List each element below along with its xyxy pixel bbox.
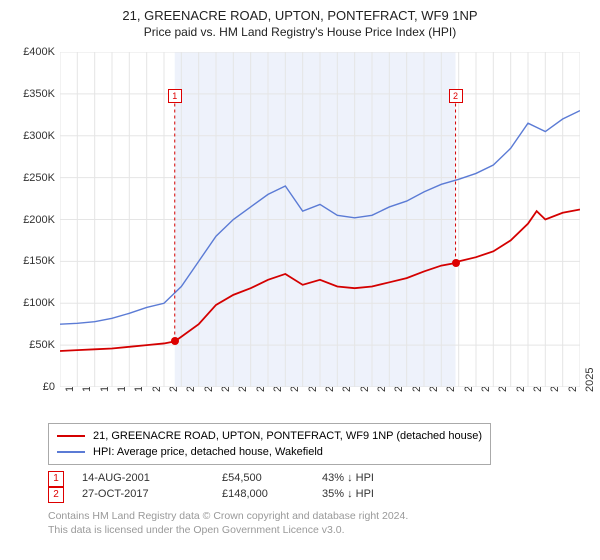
marker-table: 1 14-AUG-2001£54,50043% ↓ HPI 2 27-OCT-2017… <box>48 471 590 503</box>
footer-line-2: This data is licensed under the Open Gov… <box>48 523 590 537</box>
legend-swatch <box>57 451 85 453</box>
marker-pct: 35% ↓ HPI <box>322 488 422 500</box>
y-tick-label: £400K <box>23 46 55 58</box>
y-tick-label: £0 <box>43 381 55 393</box>
marker-pct: 43% ↓ HPI <box>322 472 422 484</box>
y-tick-label: £150K <box>23 255 55 267</box>
y-tick-label: £250K <box>23 172 55 184</box>
legend-row: 21, GREENACRE ROAD, UPTON, PONTEFRACT, W… <box>57 428 482 444</box>
y-tick-label: £200K <box>23 214 55 226</box>
marker-price: £148,000 <box>222 488 322 500</box>
marker-label: 1 <box>168 89 182 103</box>
footer: Contains HM Land Registry data © Crown c… <box>48 509 590 537</box>
plot-area: 12 <box>60 52 580 387</box>
marker-table-row: 1 14-AUG-2001£54,50043% ↓ HPI <box>48 471 590 487</box>
chart: £0 £50K £100K £150K £200K £250K £300K £350K £400… <box>10 47 590 417</box>
marker-table-row: 2 27-OCT-2017£148,00035% ↓ HPI <box>48 487 590 503</box>
marker-number-box: 2 <box>48 487 64 503</box>
footer-line-1: Contains HM Land Registry data © Crown c… <box>48 509 590 523</box>
y-tick-label: £350K <box>23 88 55 100</box>
marker-date: 14-AUG-2001 <box>82 472 222 484</box>
marker-label: 2 <box>449 89 463 103</box>
legend: 21, GREENACRE ROAD, UPTON, PONTEFRACT, W… <box>48 423 491 465</box>
marker-price: £54,500 <box>222 472 322 484</box>
marker-date: 27-OCT-2017 <box>82 488 222 500</box>
marker-number-box: 1 <box>48 471 64 487</box>
x-tick-label: 2025 <box>584 368 596 392</box>
y-tick-label: £50K <box>29 339 55 351</box>
marker-dot <box>171 337 179 345</box>
legend-label: HPI: Average price, detached house, Wake… <box>93 446 323 458</box>
y-tick-label: £100K <box>23 297 55 309</box>
legend-row: HPI: Average price, detached house, Wake… <box>57 444 482 460</box>
chart-subtitle: Price paid vs. HM Land Registry's House … <box>10 25 590 39</box>
marker-dot <box>452 259 460 267</box>
legend-label: 21, GREENACRE ROAD, UPTON, PONTEFRACT, W… <box>93 430 482 442</box>
chart-title: 21, GREENACRE ROAD, UPTON, PONTEFRACT, W… <box>10 8 590 23</box>
y-tick-label: £300K <box>23 130 55 142</box>
legend-swatch <box>57 435 85 437</box>
